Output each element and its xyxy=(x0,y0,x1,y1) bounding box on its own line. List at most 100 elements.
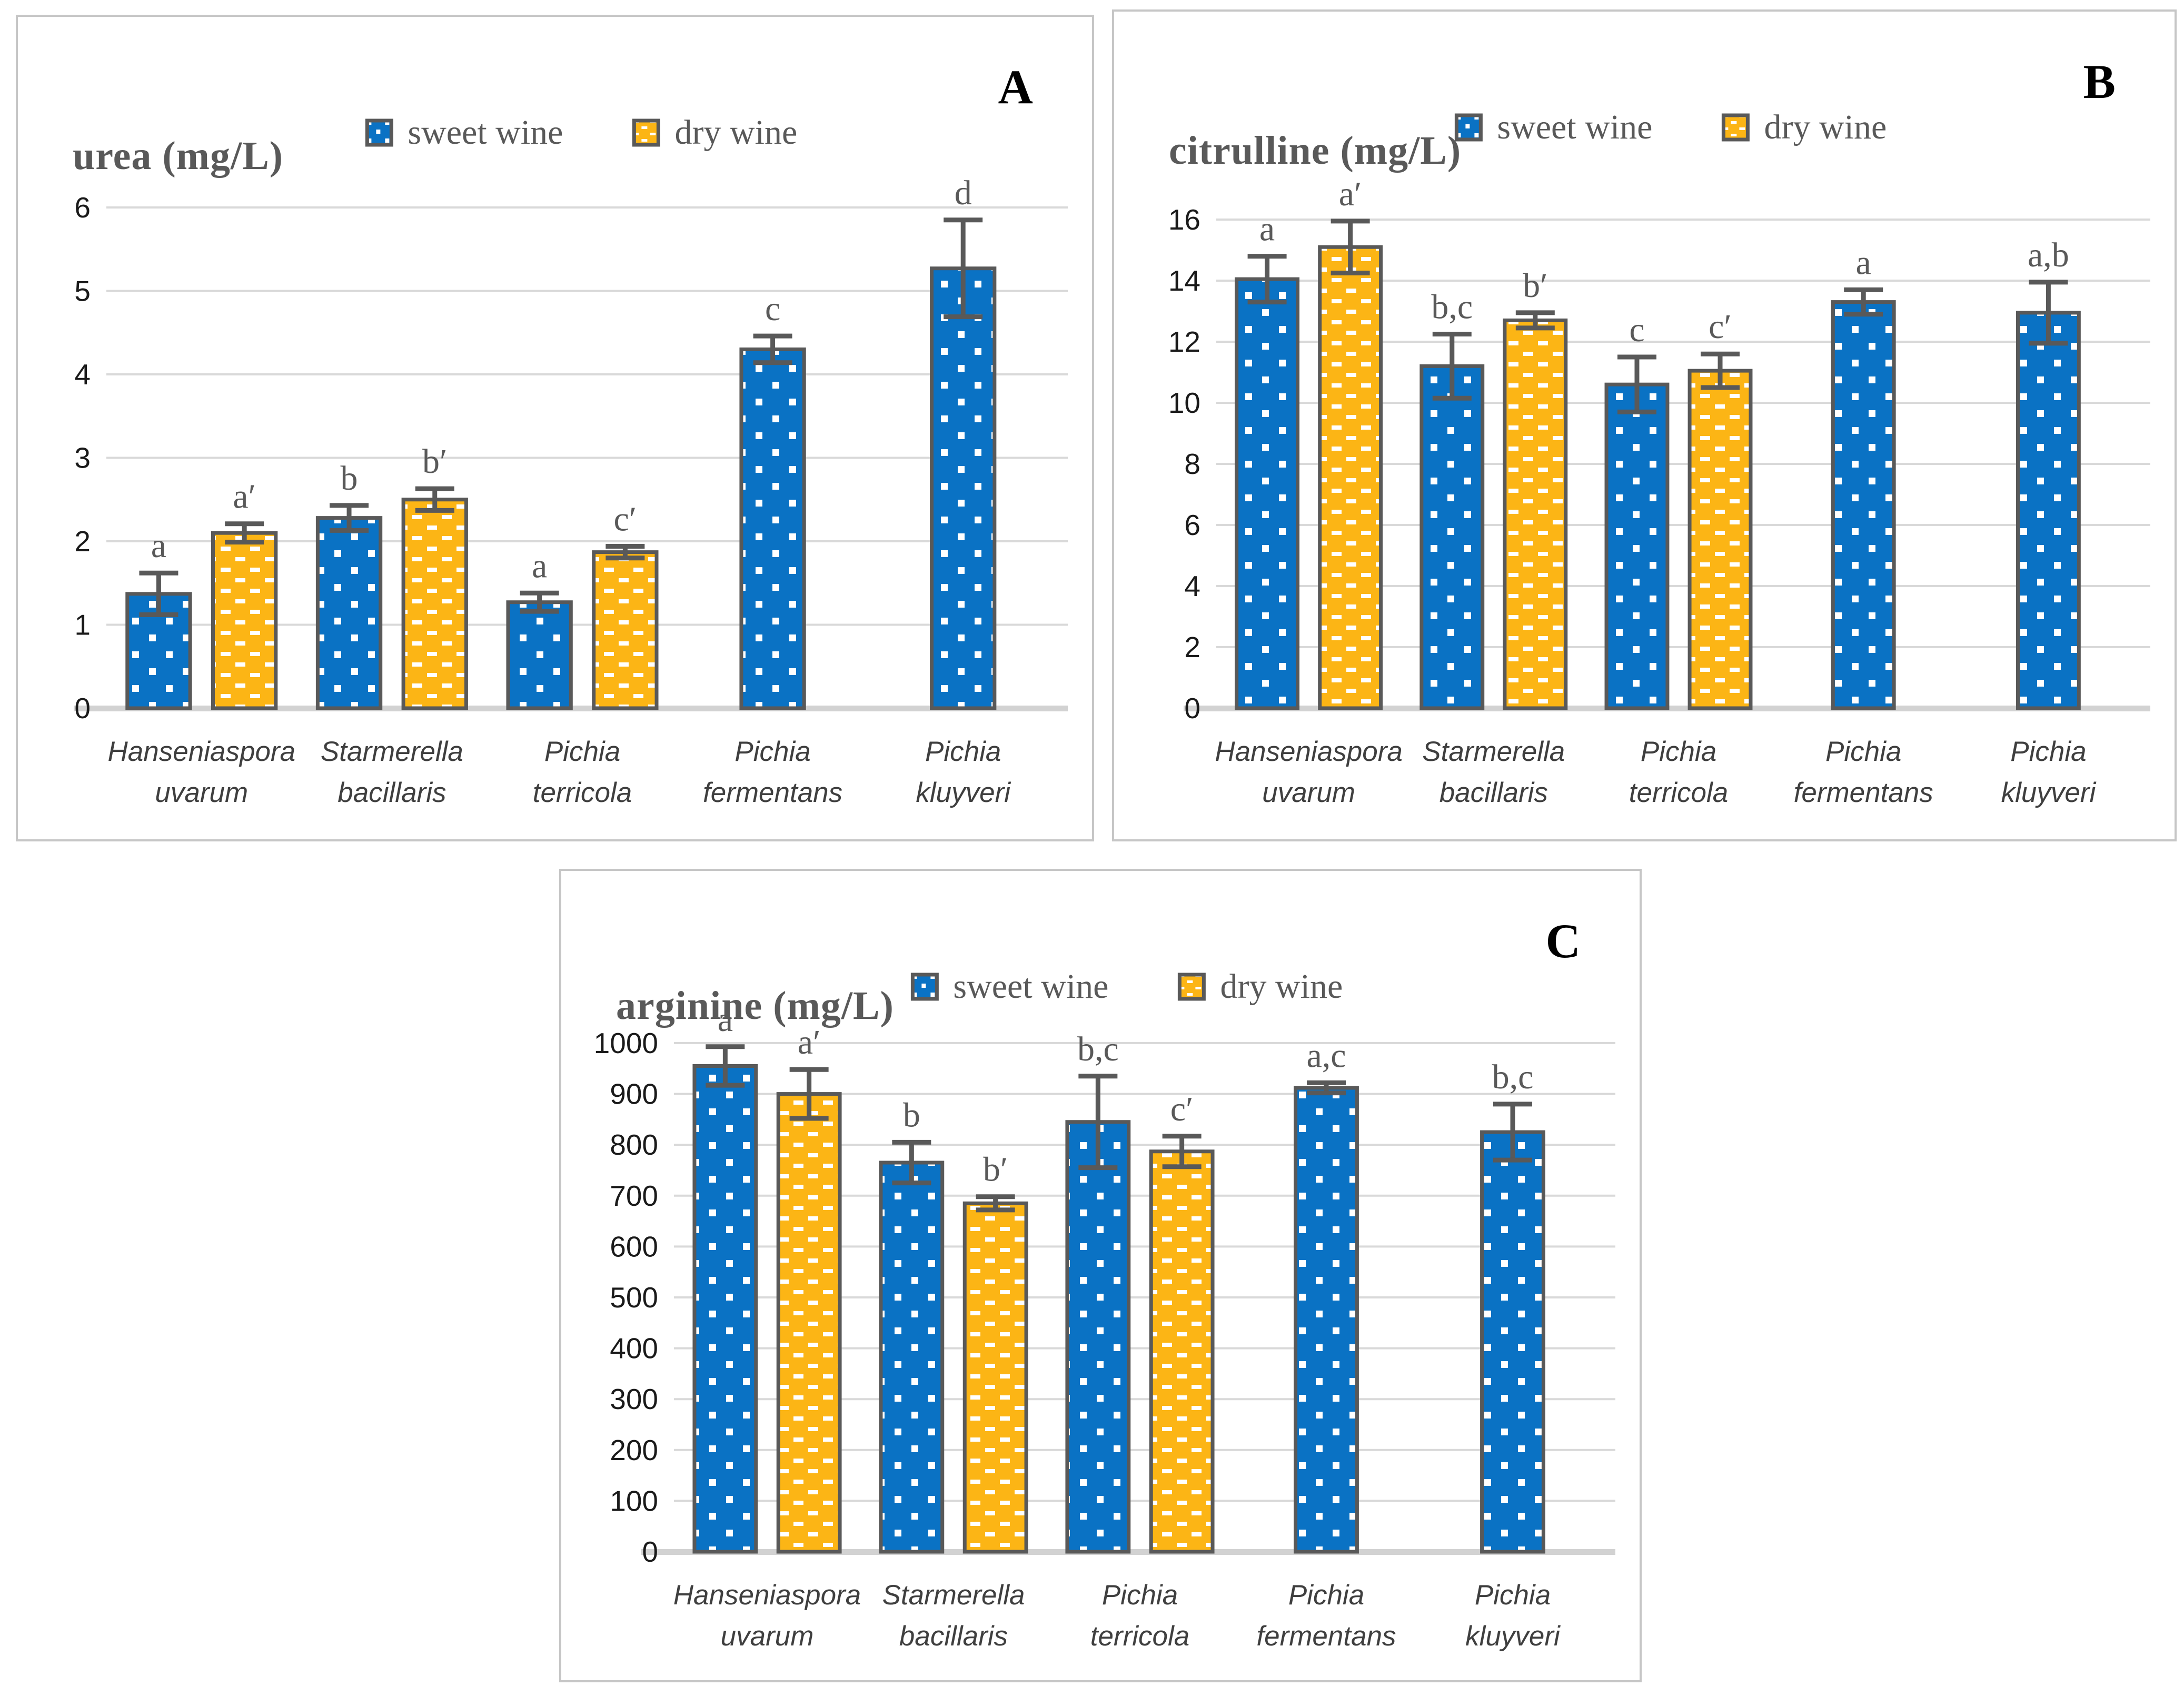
x-category-label: bacillaris xyxy=(337,777,446,808)
sweet-wine-bar-2 xyxy=(1065,1120,1131,1554)
sweet-wine-bar-1 xyxy=(315,516,383,710)
error-bar xyxy=(1078,1074,1118,1171)
legend: sweet wine dry wine xyxy=(1454,107,1887,147)
x-category-label: Hanseniaspora xyxy=(673,1580,861,1611)
bar-chart-urea: 0 1 2 3 4 5 6 a a′ Hanseniaspora uvarum b b′ Starmere… xyxy=(26,175,1084,835)
legend-label: dry wine xyxy=(674,113,798,152)
significance-label: b,c xyxy=(1431,288,1473,326)
error-bar xyxy=(706,1044,745,1088)
sweet-wine-legend-glyph xyxy=(1454,113,1483,142)
x-category-label: Pichia xyxy=(1825,736,1901,767)
bar-chart-citrulline: 0 2 4 6 8 10 12 14 16 a a′ Hanseniaspora uvarum b,c b′… xyxy=(1123,170,2166,835)
x-category-label: terricola xyxy=(1629,777,1729,808)
sweet-wine-bar-2 xyxy=(1604,382,1670,710)
legend: sweet wine dry wine xyxy=(910,967,1343,1007)
significance-label: a xyxy=(151,527,166,565)
error-bar xyxy=(1617,354,1656,414)
sweet-wine-bar-1 xyxy=(879,1161,945,1554)
sweet-wine-swatch-icon xyxy=(364,118,394,147)
chart-title: arginine (mg/L) xyxy=(616,984,894,1028)
x-category-label: fermentans xyxy=(703,777,842,808)
x-category-label: Pichia xyxy=(1475,1580,1551,1611)
significance-label: b′ xyxy=(983,1151,1008,1189)
x-category-label: Hanseniaspora xyxy=(108,736,296,767)
dry-wine-legend-glyph xyxy=(632,118,660,147)
significance-label: b,c xyxy=(1077,1030,1119,1068)
dry-wine-bar-1 xyxy=(1503,318,1568,710)
panel-citrulline: citrulline (mg/L) sweet wine dry wine B … xyxy=(1112,9,2177,841)
significance-label: a xyxy=(1856,243,1871,282)
significance-label: a xyxy=(532,547,547,585)
y-tick-label: 2 xyxy=(74,525,91,558)
sweet-wine-bar-4 xyxy=(930,266,997,710)
chart-title: urea (mg/L) xyxy=(73,134,284,178)
y-tick-label: 800 xyxy=(610,1128,658,1161)
error-bar xyxy=(1307,1080,1346,1096)
significance-label: a xyxy=(1259,210,1275,249)
x-category-label: kluyveri xyxy=(2001,777,2097,808)
sweet-wine-bar-3 xyxy=(1831,300,1896,710)
dry-wine-bar-0 xyxy=(1318,245,1383,710)
error-bar xyxy=(1331,219,1370,275)
x-category-label: bacillaris xyxy=(899,1621,1008,1652)
sweet-wine-bar-1 xyxy=(1419,364,1485,710)
chart-plot-area: 0 100 200 300 400 500 600 700 800 900 1000 a a′ Hanse… xyxy=(594,1003,1615,1652)
significance-label: a,c xyxy=(1306,1036,1346,1075)
y-tick-label: 2 xyxy=(1184,631,1200,663)
significance-label: b′ xyxy=(1523,266,1547,305)
legend-label: sweet wine xyxy=(1497,108,1653,146)
x-category-label: Starmerella xyxy=(321,736,463,767)
sweet-wine-bar-2 xyxy=(506,600,573,710)
legend: sweet wine dry wine xyxy=(364,113,797,153)
error-bar xyxy=(1162,1134,1202,1169)
chart-title: citrulline (mg/L) xyxy=(1169,128,1462,173)
y-tick-label: 3 xyxy=(74,442,91,474)
significance-label: b,c xyxy=(1492,1058,1534,1096)
dry-wine-legend-glyph xyxy=(1721,113,1750,142)
error-bar xyxy=(139,570,178,617)
sweet-wine-bar-3 xyxy=(739,347,806,710)
x-category-label: terricola xyxy=(1090,1621,1190,1652)
dry-wine-swatch-icon xyxy=(1177,972,1206,1001)
x-category-label: Pichia xyxy=(925,736,1001,767)
x-category-label: kluyveri xyxy=(1465,1621,1561,1652)
error-bar xyxy=(1247,254,1287,305)
x-category-label: uvarum xyxy=(1262,777,1355,808)
sweet-wine-bar-0 xyxy=(692,1064,758,1554)
legend-label: sweet wine xyxy=(953,967,1109,1006)
y-tick-label: 1000 xyxy=(594,1027,658,1059)
x-category-label: Hanseniaspora xyxy=(1215,736,1403,767)
sweet-wine-swatch-icon xyxy=(1454,113,1483,142)
error-bar xyxy=(520,590,559,614)
significance-label: a′ xyxy=(798,1023,821,1062)
y-tick-label: 0 xyxy=(1184,692,1200,725)
panel-letter: C xyxy=(1545,914,1581,968)
dry-wine-bar-2 xyxy=(1687,369,1753,710)
x-category-label: Pichia xyxy=(1102,1580,1178,1611)
sweet-wine-bar-3 xyxy=(1294,1086,1359,1554)
y-tick-label: 6 xyxy=(1184,509,1200,541)
significance-label: c′ xyxy=(613,500,637,539)
x-category-label: Pichia xyxy=(544,736,620,767)
dry-wine-swatch-icon xyxy=(631,118,661,147)
error-bar xyxy=(753,333,792,365)
y-tick-label: 5 xyxy=(74,275,91,308)
x-category-label: kluyveri xyxy=(916,777,1011,808)
significance-label: a′ xyxy=(1339,175,1362,213)
error-bar xyxy=(1493,1102,1532,1163)
legend-item-dry-wine: dry wine xyxy=(631,113,797,153)
significance-label: a′ xyxy=(233,478,256,516)
error-bar xyxy=(1701,351,1740,390)
dry-wine-legend-glyph xyxy=(1177,973,1206,1001)
panel-arginine: arginine (mg/L) sweet wine dry wine C 0 1… xyxy=(559,869,1642,1682)
y-tick-label: 14 xyxy=(1168,264,1200,297)
dry-wine-bar-1 xyxy=(401,498,468,710)
y-tick-label: 400 xyxy=(610,1332,658,1365)
legend-label: sweet wine xyxy=(408,113,563,152)
sweet-wine-bar-4 xyxy=(2016,311,2081,710)
x-category-label: Starmerella xyxy=(1422,736,1565,767)
legend-item-sweet-wine: sweet wine xyxy=(364,113,563,153)
y-tick-label: 100 xyxy=(610,1484,658,1517)
sweet-wine-legend-glyph xyxy=(910,973,939,1001)
significance-label: b′ xyxy=(422,442,447,481)
